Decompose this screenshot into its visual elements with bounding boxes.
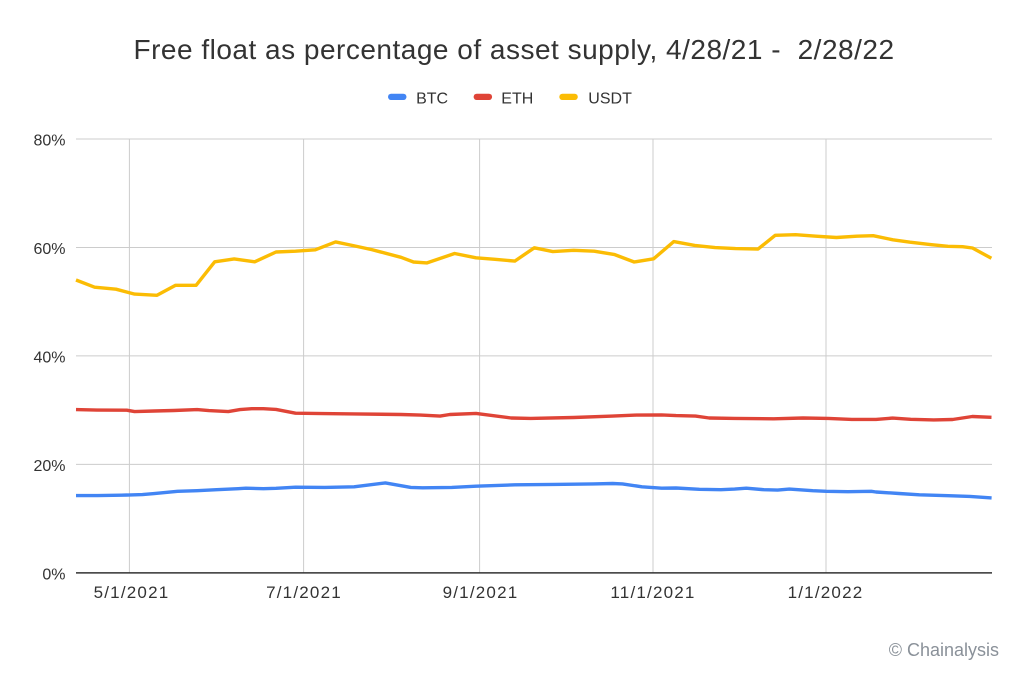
svg-text:80%: 80% [33, 133, 65, 150]
svg-text:Free float as percentage of as: Free float as percentage of asset supply… [133, 34, 894, 65]
svg-text:60%: 60% [33, 241, 65, 258]
svg-text:7/1/2021: 7/1/2021 [266, 583, 342, 602]
svg-text:40%: 40% [33, 350, 65, 367]
svg-text:9/1/2021: 9/1/2021 [443, 583, 519, 602]
svg-text:11/1/2021: 11/1/2021 [610, 583, 695, 602]
svg-text:0%: 0% [42, 567, 65, 584]
svg-text:BTC: BTC [416, 91, 448, 108]
svg-text:20%: 20% [33, 458, 65, 475]
svg-text:ETH: ETH [501, 91, 533, 108]
svg-text:USDT: USDT [588, 91, 632, 108]
svg-text:1/1/2022: 1/1/2022 [788, 583, 864, 602]
svg-text:5/1/2021: 5/1/2021 [94, 583, 170, 602]
svg-text:© Chainalysis: © Chainalysis [889, 640, 999, 660]
